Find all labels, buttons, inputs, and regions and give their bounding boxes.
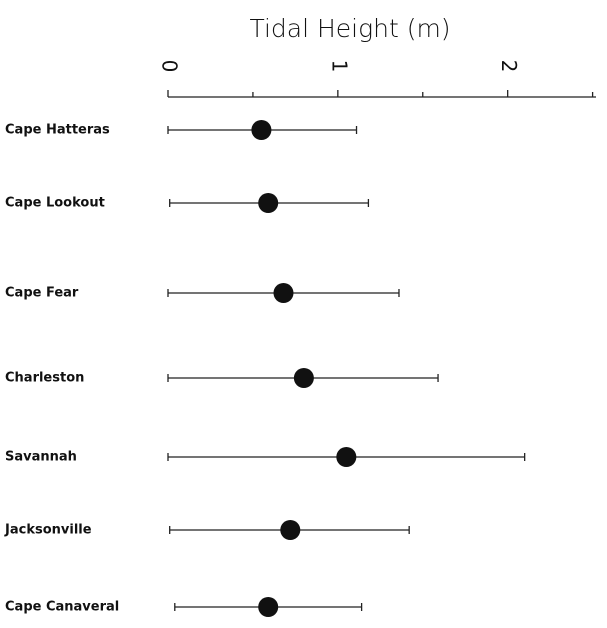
x-tick-label: 1	[327, 60, 351, 73]
category-label: Cape Canaveral	[5, 600, 119, 615]
dot	[258, 193, 279, 213]
category-label: Cape Hatteras	[5, 123, 110, 138]
x-tick-label: 2	[497, 60, 521, 73]
chart-title: Tidal Height (m)	[249, 14, 450, 43]
dot	[273, 283, 294, 303]
dot	[280, 520, 301, 540]
category-label: Jacksonville	[4, 523, 92, 538]
dot	[258, 597, 279, 617]
dot	[251, 120, 272, 140]
category-label: Cape Lookout	[5, 196, 105, 211]
category-label: Savannah	[5, 450, 77, 465]
dot	[336, 447, 357, 467]
category-label: Cape Fear	[5, 286, 79, 301]
dot	[293, 368, 314, 388]
category-label: Charleston	[5, 371, 84, 386]
x-tick-label: 0	[158, 60, 182, 73]
